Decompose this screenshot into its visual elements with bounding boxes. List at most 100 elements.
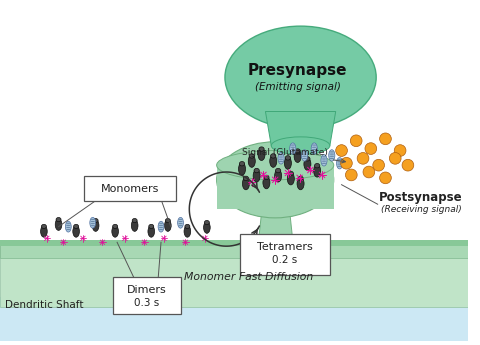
- FancyBboxPatch shape: [240, 235, 330, 275]
- Ellipse shape: [92, 220, 99, 231]
- Ellipse shape: [288, 172, 294, 185]
- Ellipse shape: [90, 225, 95, 226]
- Ellipse shape: [113, 224, 118, 228]
- Ellipse shape: [337, 161, 342, 162]
- Text: (Emitting signal): (Emitting signal): [255, 82, 341, 92]
- Polygon shape: [259, 195, 293, 240]
- Text: 0.2 s: 0.2 s: [272, 255, 298, 265]
- Polygon shape: [216, 165, 334, 209]
- Ellipse shape: [322, 161, 326, 162]
- Ellipse shape: [216, 150, 334, 180]
- Ellipse shape: [254, 168, 259, 173]
- Ellipse shape: [185, 224, 190, 228]
- Circle shape: [350, 135, 362, 147]
- Ellipse shape: [239, 163, 246, 175]
- Text: Presynapse: Presynapse: [248, 63, 348, 78]
- Circle shape: [336, 145, 348, 156]
- Text: Postsynapse: Postsynapse: [379, 191, 462, 204]
- Ellipse shape: [322, 158, 326, 159]
- Ellipse shape: [311, 143, 317, 154]
- Text: Dendritic Shaft: Dendritic Shaft: [5, 300, 84, 310]
- Circle shape: [341, 157, 352, 169]
- Ellipse shape: [159, 225, 163, 226]
- Ellipse shape: [178, 217, 183, 228]
- Ellipse shape: [66, 225, 71, 226]
- Ellipse shape: [165, 220, 171, 231]
- Ellipse shape: [290, 151, 295, 152]
- Ellipse shape: [249, 154, 254, 158]
- Ellipse shape: [112, 226, 119, 237]
- Ellipse shape: [278, 157, 284, 158]
- Ellipse shape: [56, 217, 61, 221]
- Ellipse shape: [66, 223, 71, 224]
- Ellipse shape: [312, 151, 317, 152]
- Ellipse shape: [178, 219, 183, 220]
- Ellipse shape: [248, 155, 255, 167]
- Ellipse shape: [337, 159, 342, 160]
- Ellipse shape: [322, 156, 326, 157]
- Ellipse shape: [271, 154, 276, 158]
- Ellipse shape: [178, 225, 183, 226]
- Polygon shape: [0, 240, 468, 246]
- Ellipse shape: [178, 221, 183, 222]
- Ellipse shape: [278, 152, 284, 164]
- Ellipse shape: [314, 164, 320, 168]
- Ellipse shape: [66, 227, 71, 228]
- Circle shape: [373, 159, 384, 171]
- Ellipse shape: [41, 226, 47, 237]
- Text: (Receiving signal): (Receiving signal): [381, 205, 461, 214]
- Ellipse shape: [329, 154, 334, 155]
- Ellipse shape: [263, 177, 270, 189]
- Circle shape: [357, 152, 369, 164]
- Ellipse shape: [290, 147, 295, 148]
- Ellipse shape: [166, 218, 170, 223]
- Ellipse shape: [290, 145, 295, 146]
- Ellipse shape: [312, 149, 317, 150]
- Ellipse shape: [41, 224, 47, 228]
- Ellipse shape: [204, 222, 210, 233]
- Circle shape: [346, 169, 357, 181]
- Ellipse shape: [288, 171, 293, 176]
- Ellipse shape: [329, 151, 334, 152]
- Text: 0.3 s: 0.3 s: [134, 298, 159, 308]
- Ellipse shape: [302, 156, 307, 157]
- Ellipse shape: [305, 157, 310, 161]
- Ellipse shape: [290, 143, 296, 154]
- Ellipse shape: [329, 156, 334, 157]
- Ellipse shape: [90, 219, 95, 220]
- Ellipse shape: [278, 154, 284, 155]
- Ellipse shape: [278, 159, 284, 160]
- Text: Monomers: Monomers: [101, 184, 159, 194]
- FancyBboxPatch shape: [84, 176, 176, 201]
- Ellipse shape: [278, 161, 284, 162]
- Ellipse shape: [304, 158, 311, 170]
- Circle shape: [380, 172, 391, 184]
- Ellipse shape: [276, 168, 281, 173]
- Ellipse shape: [55, 219, 62, 230]
- Ellipse shape: [148, 226, 155, 237]
- Ellipse shape: [259, 147, 264, 151]
- Ellipse shape: [295, 149, 300, 153]
- Ellipse shape: [313, 165, 321, 177]
- Ellipse shape: [337, 164, 342, 165]
- Ellipse shape: [243, 176, 249, 180]
- Ellipse shape: [290, 149, 295, 150]
- Ellipse shape: [73, 224, 79, 228]
- Ellipse shape: [321, 155, 327, 166]
- Circle shape: [363, 166, 375, 178]
- Ellipse shape: [329, 158, 334, 159]
- Ellipse shape: [132, 218, 137, 223]
- Ellipse shape: [90, 223, 95, 224]
- Text: Monomer Fast Diffusion: Monomer Fast Diffusion: [184, 273, 313, 283]
- Ellipse shape: [253, 170, 260, 182]
- Ellipse shape: [90, 217, 96, 228]
- Ellipse shape: [294, 150, 301, 162]
- Ellipse shape: [271, 137, 330, 155]
- Ellipse shape: [301, 150, 308, 161]
- Ellipse shape: [285, 156, 290, 160]
- Ellipse shape: [73, 226, 79, 237]
- Ellipse shape: [132, 220, 138, 231]
- Text: Signal (Glutamate): Signal (Glutamate): [242, 148, 346, 163]
- Polygon shape: [265, 111, 336, 146]
- Ellipse shape: [90, 221, 95, 222]
